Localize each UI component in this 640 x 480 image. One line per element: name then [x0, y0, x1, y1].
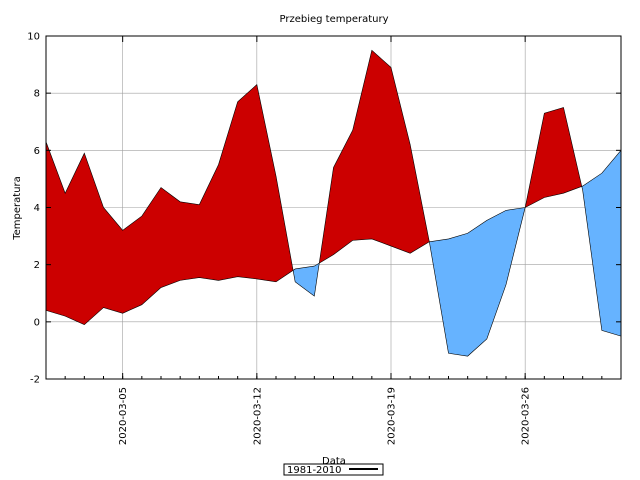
x-tick-label: 2020-03-12	[252, 387, 263, 445]
series-lines	[45, 49, 622, 357]
area-above-norm	[525, 107, 582, 208]
y-tick-label: 10	[27, 32, 40, 43]
x-tick-label: 2020-03-05	[118, 387, 129, 445]
y-axis: -2 0 2 4 6 8 10	[27, 32, 621, 386]
area-below-norm	[293, 263, 320, 297]
area-above-norm	[319, 50, 430, 264]
area-below-norm	[581, 150, 621, 337]
x-tick-label: 2020-03-19	[387, 387, 398, 445]
x-axis: 2020-03-05 2020-03-12 2020-03-19 2020-03-26	[45, 36, 622, 445]
y-axis-label: Temperatura	[12, 176, 23, 241]
chart-title: Przebieg temperatury	[279, 14, 388, 25]
x-tick-label: 2020-03-26	[521, 387, 532, 445]
series-line-1981-2010	[45, 150, 622, 326]
y-tick-label: -2	[30, 375, 40, 386]
y-tick-label: 8	[34, 89, 40, 100]
area-below-norm	[429, 207, 526, 357]
legend-label: 1981-2010	[287, 465, 342, 476]
legend-box	[283, 463, 384, 476]
y-tick-label: 6	[34, 146, 40, 157]
area-fills	[46, 50, 621, 357]
legend: 1981-2010	[283, 463, 384, 476]
x-axis-label: Data	[322, 456, 346, 467]
y-tick-label: 2	[34, 260, 40, 271]
y-tick-label: 0	[34, 317, 40, 328]
y-tick-label: 4	[34, 203, 40, 214]
area-above-norm	[46, 84, 294, 325]
